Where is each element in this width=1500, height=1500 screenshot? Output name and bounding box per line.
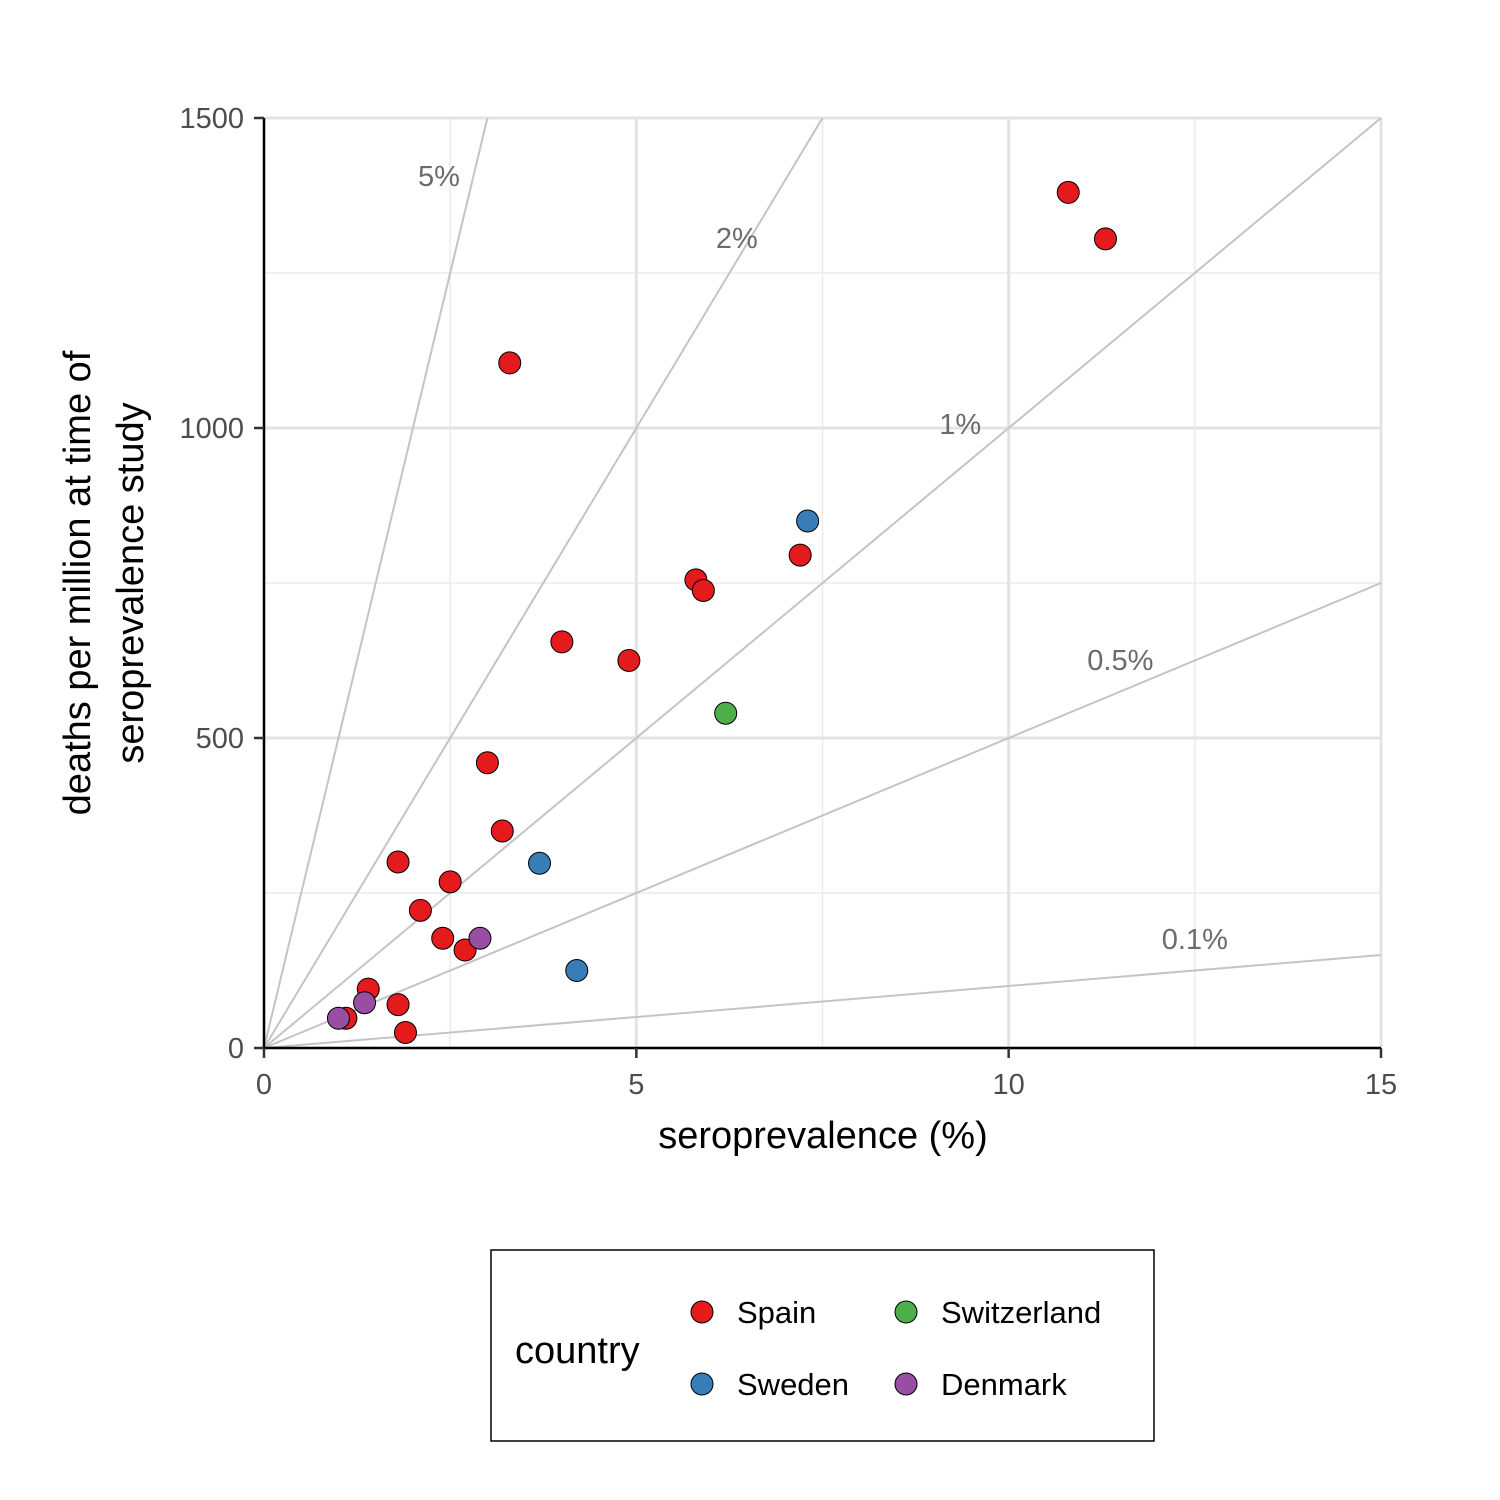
point-denmark-2 <box>326 1006 350 1030</box>
point-spain-12 <box>408 898 432 922</box>
series-denmark <box>326 926 492 1030</box>
point-spain-6 <box>550 630 574 654</box>
point-spain-10 <box>386 850 410 874</box>
legend: country Spain Switzerland Sweden Denmark <box>490 1249 1155 1442</box>
y-tick-label-0: 0 <box>228 1033 244 1065</box>
x-axis-title: seroprevalence (%) <box>658 1115 987 1157</box>
point-spain-7 <box>617 649 641 672</box>
point-sweden-2 <box>565 959 589 982</box>
legend-box <box>490 1249 1155 1442</box>
axes: 0 5 10 15 0 500 1000 1500 <box>179 103 1397 1101</box>
reference-line-4 <box>263 954 1382 1049</box>
legend-label-spain: Spain <box>737 1295 816 1330</box>
y-axis-title-line-2: seroprevalence study <box>110 402 152 763</box>
y-tick-label-1: 500 <box>196 723 244 755</box>
y-tick-label-2: 1000 <box>179 413 244 445</box>
point-spain-2 <box>498 351 522 375</box>
reference-line-0 <box>263 117 489 1049</box>
point-spain-11 <box>438 870 462 894</box>
reference-line-3 <box>263 582 1382 1049</box>
reference-label-4: 0.1% <box>1162 924 1228 956</box>
legend-label-switzerland: Switzerland <box>941 1295 1101 1330</box>
series-sweden <box>528 509 820 982</box>
point-spain-13 <box>431 926 455 950</box>
y-axis-title-line-1: deaths per million at time of <box>57 350 99 815</box>
point-spain-3 <box>788 543 812 567</box>
point-spain-5 <box>691 578 715 602</box>
legend-entries: Spain Switzerland Sweden Denmark <box>690 1295 1101 1402</box>
point-spain-9 <box>490 819 514 843</box>
reference-lines: 5% 2% 1% 0.5% 0.1% <box>263 117 1382 1049</box>
legend-label-denmark: Denmark <box>941 1367 1067 1402</box>
point-spain-18 <box>393 1021 417 1044</box>
data-points <box>326 180 1117 1044</box>
point-spain-1 <box>1093 227 1117 251</box>
point-switzerland-0 <box>714 701 738 725</box>
point-sweden-1 <box>528 851 552 875</box>
legend-key-switzerland <box>894 1300 918 1324</box>
point-denmark-1 <box>353 991 377 1015</box>
legend-key-sweden <box>690 1372 714 1396</box>
point-denmark-0 <box>468 926 492 950</box>
point-spain-8 <box>475 751 499 775</box>
y-tick-label-3: 1500 <box>179 103 244 135</box>
reference-line-1 <box>263 117 824 1049</box>
point-spain-16 <box>386 993 410 1017</box>
legend-label-sweden: Sweden <box>737 1367 849 1402</box>
reference-label-1: 2% <box>716 223 758 255</box>
reference-label-2: 1% <box>939 409 981 441</box>
y-axis-title: deaths per million at time of seropreval… <box>57 350 152 815</box>
series-switzerland <box>714 701 738 725</box>
legend-key-denmark <box>894 1372 918 1396</box>
point-sweden-0 <box>796 509 820 533</box>
legend-title: country <box>515 1330 640 1372</box>
x-tick-label-1: 5 <box>628 1069 644 1101</box>
reference-label-3: 0.5% <box>1087 645 1153 677</box>
point-spain-0 <box>1056 180 1080 204</box>
x-tick-label-3: 15 <box>1365 1069 1397 1101</box>
x-tick-label-2: 10 <box>993 1069 1025 1101</box>
legend-key-spain <box>690 1300 714 1324</box>
reference-label-0: 5% <box>418 161 460 193</box>
x-tick-label-0: 0 <box>256 1069 272 1101</box>
